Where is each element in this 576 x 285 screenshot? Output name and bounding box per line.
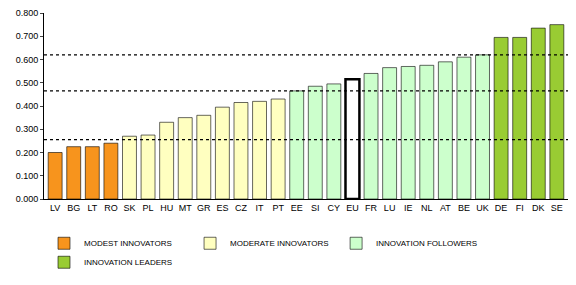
- svg-text:EU: EU: [346, 203, 359, 213]
- svg-text:MODEST INNOVATORS: MODEST INNOVATORS: [84, 239, 172, 248]
- svg-text:0.600: 0.600: [16, 55, 39, 65]
- svg-text:0.700: 0.700: [16, 31, 39, 41]
- svg-text:0.800: 0.800: [16, 8, 39, 18]
- svg-text:LT: LT: [87, 203, 97, 213]
- svg-text:SK: SK: [123, 203, 135, 213]
- svg-text:0.300: 0.300: [16, 124, 39, 134]
- svg-text:LU: LU: [384, 203, 396, 213]
- svg-text:INNOVATION LEADERS: INNOVATION LEADERS: [84, 258, 172, 267]
- svg-text:UK: UK: [476, 203, 489, 213]
- svg-text:FR: FR: [365, 203, 377, 213]
- svg-text:NL: NL: [421, 203, 433, 213]
- svg-text:0.200: 0.200: [16, 148, 39, 158]
- svg-text:GR: GR: [197, 203, 211, 213]
- svg-text:IT: IT: [256, 203, 265, 213]
- svg-text:RO: RO: [104, 203, 118, 213]
- svg-text:DK: DK: [532, 203, 545, 213]
- svg-text:EE: EE: [291, 203, 303, 213]
- svg-text:0.400: 0.400: [16, 101, 39, 111]
- svg-text:CY: CY: [328, 203, 341, 213]
- svg-text:PT: PT: [272, 203, 284, 213]
- svg-text:HU: HU: [160, 203, 173, 213]
- svg-text:0.500: 0.500: [16, 78, 39, 88]
- svg-text:BG: BG: [67, 203, 80, 213]
- svg-text:MODERATE INNOVATORS: MODERATE INNOVATORS: [230, 239, 329, 248]
- svg-text:FI: FI: [516, 203, 524, 213]
- svg-text:LV: LV: [50, 203, 60, 213]
- svg-text:DE: DE: [495, 203, 508, 213]
- svg-text:MT: MT: [179, 203, 192, 213]
- svg-text:ES: ES: [216, 203, 228, 213]
- svg-text:SE: SE: [551, 203, 563, 213]
- svg-text:0.000: 0.000: [16, 194, 39, 204]
- svg-text:SI: SI: [311, 203, 320, 213]
- svg-text:CZ: CZ: [235, 203, 247, 213]
- svg-text:IE: IE: [404, 203, 413, 213]
- svg-text:INNOVATION FOLLOWERS: INNOVATION FOLLOWERS: [376, 239, 477, 248]
- svg-text:PL: PL: [143, 203, 154, 213]
- svg-text:BE: BE: [458, 203, 470, 213]
- svg-text:0.100: 0.100: [16, 171, 39, 181]
- svg-text:AT: AT: [440, 203, 451, 213]
